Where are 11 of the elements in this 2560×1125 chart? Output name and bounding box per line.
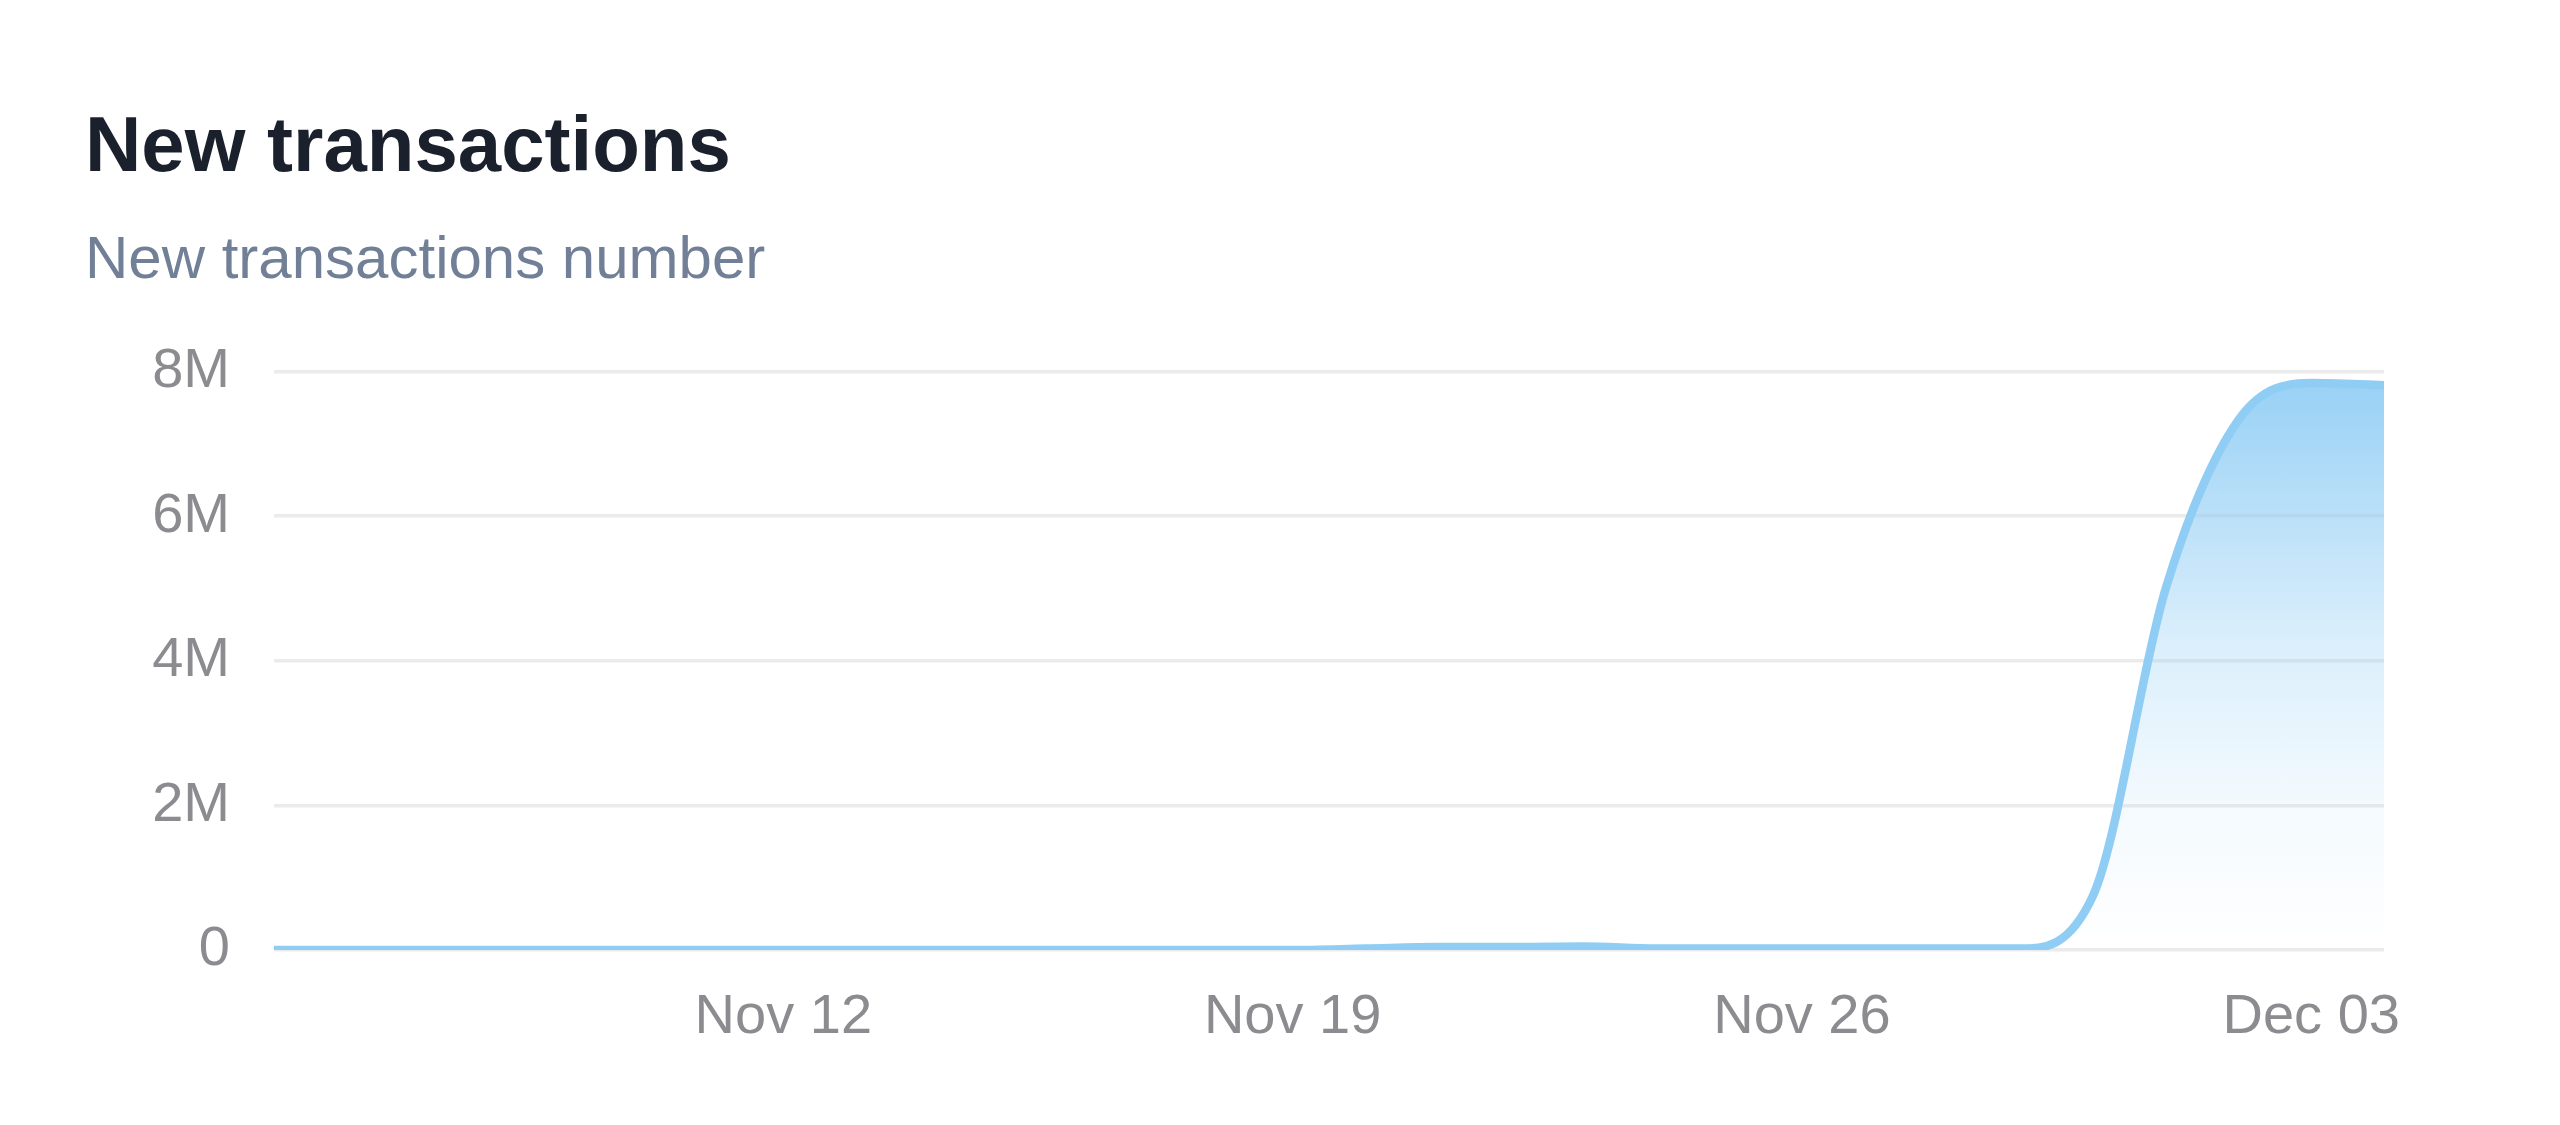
chart-subtitle: New transactions number (85, 224, 766, 291)
y-tick-label: 8M (152, 335, 230, 399)
x-tick-label: Nov 12 (694, 982, 873, 1046)
y-tick-label: 6M (152, 480, 230, 544)
chart-title: New transactions (85, 100, 731, 188)
x-tick-label: Dec 03 (2222, 982, 2400, 1046)
y-tick-label: 2M (152, 769, 230, 833)
y-tick-label: 0 (198, 914, 230, 978)
y-tick-label: 4M (152, 625, 230, 689)
x-tick-label: Nov 26 (1713, 982, 1891, 1046)
x-tick-label: Nov 19 (1203, 982, 1382, 1046)
